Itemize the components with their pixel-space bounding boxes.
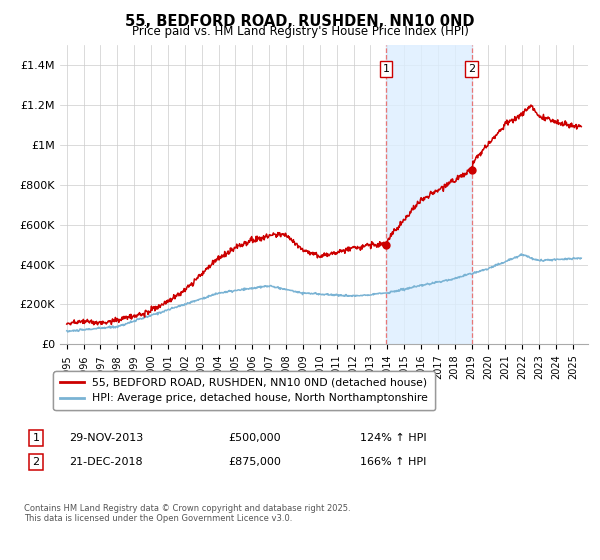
Text: 124% ↑ HPI: 124% ↑ HPI (360, 433, 427, 443)
Text: 21-DEC-2018: 21-DEC-2018 (69, 457, 143, 467)
Legend: 55, BEDFORD ROAD, RUSHDEN, NN10 0ND (detached house), HPI: Average price, detach: 55, BEDFORD ROAD, RUSHDEN, NN10 0ND (det… (53, 371, 435, 410)
Text: £500,000: £500,000 (228, 433, 281, 443)
Text: 1: 1 (32, 433, 40, 443)
Text: 1: 1 (382, 64, 389, 74)
Text: 2: 2 (32, 457, 40, 467)
Text: Contains HM Land Registry data © Crown copyright and database right 2025.
This d: Contains HM Land Registry data © Crown c… (24, 504, 350, 524)
Text: 55, BEDFORD ROAD, RUSHDEN, NN10 0ND: 55, BEDFORD ROAD, RUSHDEN, NN10 0ND (125, 14, 475, 29)
Text: 29-NOV-2013: 29-NOV-2013 (69, 433, 143, 443)
Text: £875,000: £875,000 (228, 457, 281, 467)
Bar (386, 45, 472, 344)
Text: 2: 2 (468, 64, 475, 74)
Text: Price paid vs. HM Land Registry's House Price Index (HPI): Price paid vs. HM Land Registry's House … (131, 25, 469, 38)
Text: 166% ↑ HPI: 166% ↑ HPI (360, 457, 427, 467)
